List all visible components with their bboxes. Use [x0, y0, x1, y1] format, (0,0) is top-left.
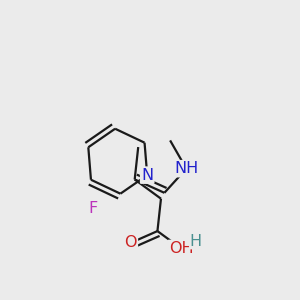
Text: OH: OH [169, 241, 194, 256]
Text: F: F [89, 201, 98, 216]
Text: O: O [124, 236, 137, 250]
Text: NH: NH [174, 161, 198, 176]
Text: H: H [190, 234, 202, 249]
Text: N: N [141, 168, 153, 183]
